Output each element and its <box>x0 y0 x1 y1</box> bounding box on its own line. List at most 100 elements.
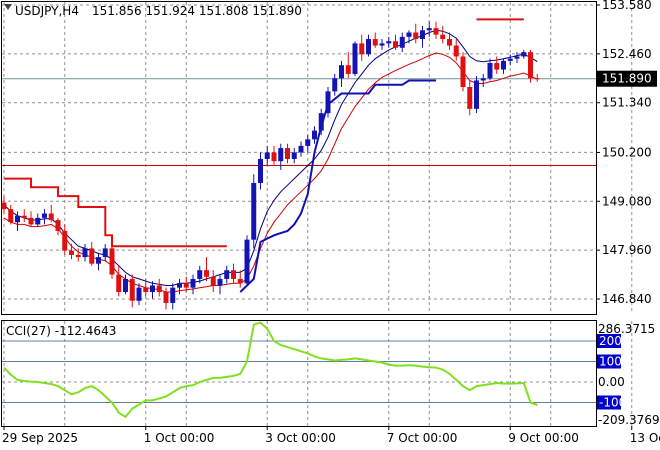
candle-body[interactable] <box>1 202 7 210</box>
candle-body[interactable] <box>28 217 34 225</box>
candle-body[interactable] <box>487 63 493 79</box>
cci-line <box>3 321 538 419</box>
candle-body[interactable] <box>69 250 74 255</box>
candle-body[interactable] <box>129 278 135 301</box>
candle-body[interactable] <box>474 80 479 109</box>
candle-body[interactable] <box>447 39 452 46</box>
candle-body[interactable] <box>366 39 371 55</box>
candle-body[interactable] <box>163 292 169 303</box>
candle-body[interactable] <box>231 270 236 279</box>
candle-body[interactable] <box>528 52 533 79</box>
collapse-triangle-icon[interactable] <box>4 4 12 10</box>
candle-body[interactable] <box>291 152 297 159</box>
price-tick-label: 150.200 <box>602 145 652 159</box>
candle-body[interactable] <box>514 56 520 59</box>
indicator-grid <box>2 321 633 426</box>
candle-body[interactable] <box>48 213 54 221</box>
candle-body[interactable] <box>170 287 176 303</box>
candle-body[interactable] <box>116 274 122 293</box>
candle-body[interactable] <box>372 39 378 46</box>
candles[interactable] <box>1 21 540 310</box>
candle-body[interactable] <box>399 36 405 48</box>
candle-body[interactable] <box>359 43 365 55</box>
candle-body[interactable] <box>217 278 223 286</box>
candle-body[interactable] <box>8 209 14 223</box>
candle-body[interactable] <box>420 30 425 40</box>
candle-body[interactable] <box>521 52 527 57</box>
candle-body[interactable] <box>426 28 432 31</box>
cci-level-label: -100 <box>599 396 626 410</box>
cci-scale-max: 286.3715 <box>598 322 655 336</box>
candle-body[interactable] <box>298 145 304 153</box>
candle-body[interactable] <box>96 257 101 264</box>
cci-scale-zero: 0.00 <box>598 375 625 389</box>
candle-body[interactable] <box>271 152 277 162</box>
candle-body[interactable] <box>197 270 203 279</box>
candle-body[interactable] <box>204 270 209 277</box>
candle-body[interactable] <box>143 287 149 293</box>
candle-body[interactable] <box>494 63 500 70</box>
candle-body[interactable] <box>136 287 142 301</box>
candle-body[interactable] <box>264 152 270 159</box>
current-price-label: 151.890 <box>602 72 652 86</box>
candle-body[interactable] <box>406 32 412 37</box>
candle-body[interactable] <box>183 283 189 288</box>
candle-body[interactable] <box>21 215 27 218</box>
candle-body[interactable] <box>237 278 243 284</box>
candle-body[interactable] <box>251 182 257 240</box>
candle-body[interactable] <box>332 78 338 92</box>
candle-body[interactable] <box>62 230 68 251</box>
date-tick-label: 13 Oct 00:00 <box>630 431 660 445</box>
candle-body[interactable] <box>386 41 392 44</box>
candle-body[interactable] <box>190 278 196 288</box>
candle-body[interactable] <box>244 239 250 284</box>
candle-body[interactable] <box>210 276 216 286</box>
candle-body[interactable] <box>224 270 230 279</box>
candle-body[interactable] <box>393 41 398 48</box>
candle-body[interactable] <box>453 45 459 57</box>
candle-body[interactable] <box>150 285 155 293</box>
candle-body[interactable] <box>75 254 81 258</box>
candle-body[interactable] <box>339 65 344 79</box>
date-tick-label: 1 Oct 00:00 <box>144 431 215 445</box>
candle-body[interactable] <box>460 56 466 88</box>
candle-body[interactable] <box>285 148 290 159</box>
candle-body[interactable] <box>433 28 439 35</box>
candle-body[interactable] <box>89 248 95 264</box>
indicator-axis: 200 100 -100 286.3715 0.00 -209.3769 <box>597 322 660 427</box>
candle-body[interactable] <box>156 285 162 293</box>
candle-body[interactable] <box>413 32 419 40</box>
candle-body[interactable] <box>480 78 486 81</box>
candle-body[interactable] <box>42 213 47 218</box>
date-tick-label: 29 Sep 2025 <box>2 431 78 445</box>
candle-body[interactable] <box>82 248 88 258</box>
price-tick-label: 149.080 <box>602 194 652 208</box>
candle-body[interactable] <box>55 220 61 231</box>
candle-body[interactable] <box>352 43 358 74</box>
candle-body[interactable] <box>109 248 115 275</box>
candle-body[interactable] <box>278 148 284 162</box>
candle-body[interactable] <box>305 139 311 146</box>
candle-body[interactable] <box>345 65 351 74</box>
candle-body[interactable] <box>312 130 317 140</box>
candle-body[interactable] <box>379 43 385 46</box>
date-tick-label: 9 Oct 00:00 <box>508 431 579 445</box>
candle-body[interactable] <box>534 78 540 80</box>
candle-body[interactable] <box>318 113 324 131</box>
candle-body[interactable] <box>123 278 128 293</box>
price-tick-label: 153.580 <box>602 0 652 12</box>
resistance-stop-line <box>4 177 227 248</box>
candle-body[interactable] <box>15 215 20 223</box>
candle-body[interactable] <box>177 283 182 288</box>
candle-body[interactable] <box>325 91 331 114</box>
candle-body[interactable] <box>507 58 513 61</box>
cci-label: CCI(27) -112.4643 <box>6 324 116 338</box>
candle-body[interactable] <box>501 60 506 70</box>
candle-body[interactable] <box>35 217 41 225</box>
candle-body[interactable] <box>467 87 473 109</box>
candle-body[interactable] <box>258 158 263 183</box>
support-stop-line <box>239 79 436 293</box>
candle-body[interactable] <box>440 34 446 40</box>
candle-body[interactable] <box>102 248 108 258</box>
